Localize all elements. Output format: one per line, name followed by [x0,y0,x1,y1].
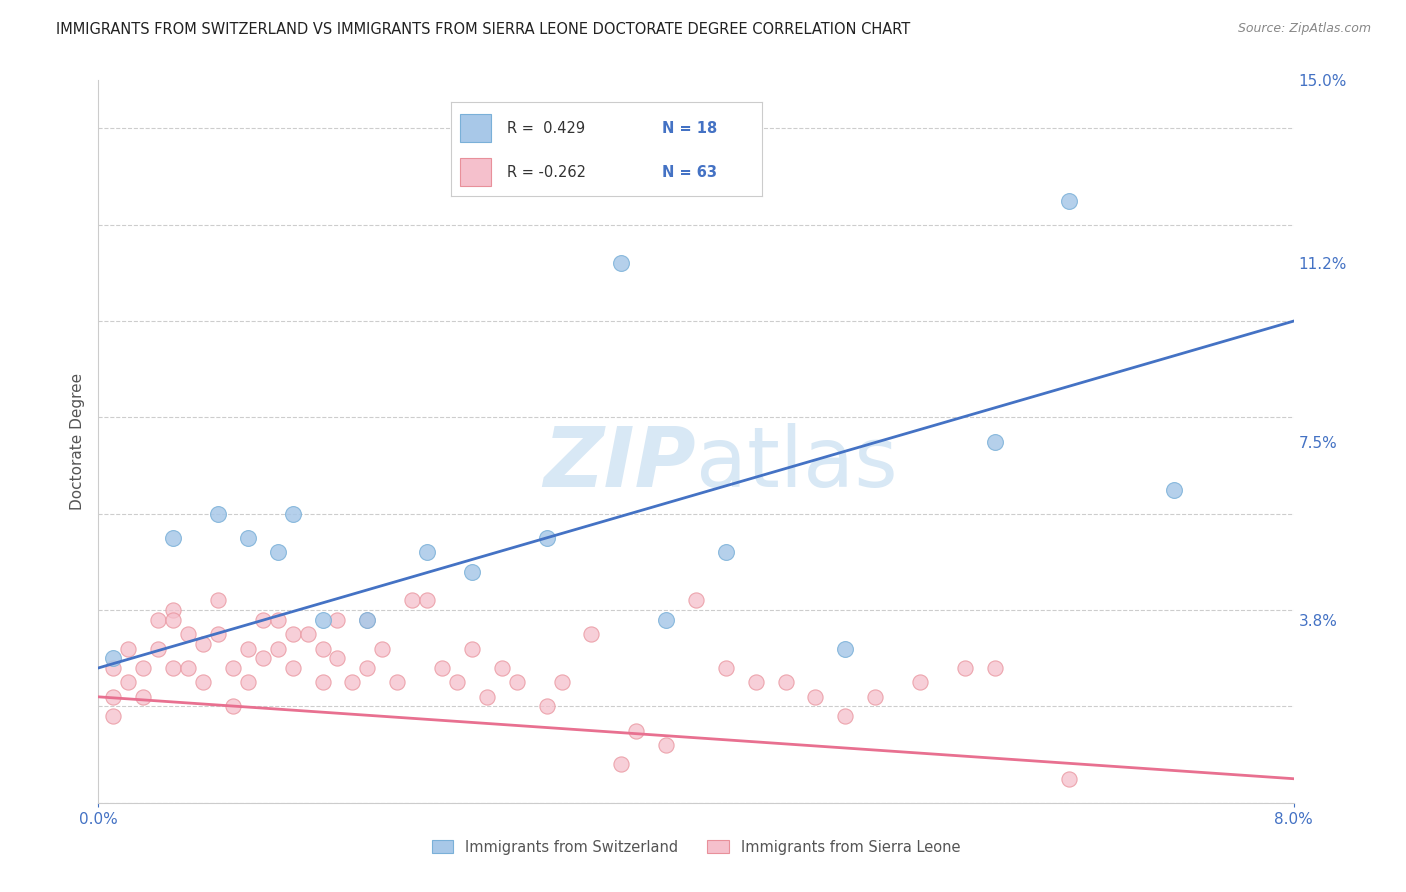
Point [236,641,259,656]
Point [865,690,887,704]
Point [714,545,737,559]
Point [804,690,827,704]
Point [252,613,274,627]
Y-axis label: Doctorate Degree: Doctorate Degree [69,373,84,510]
Point [416,545,439,559]
Point [132,661,155,675]
Point [117,641,139,656]
Text: atlas: atlas [696,423,897,504]
Point [984,661,1007,675]
Point [252,651,274,665]
Point [281,627,304,641]
Point [267,613,290,627]
Point [506,675,529,690]
Point [177,627,200,641]
Point [416,593,439,607]
Point [356,613,378,627]
Point [326,613,349,627]
Point [550,675,572,690]
Point [162,603,184,617]
Text: Source: ZipAtlas.com: Source: ZipAtlas.com [1237,22,1371,36]
Point [581,627,603,641]
Point [834,641,856,656]
Point [685,593,707,607]
Point [908,675,931,690]
Point [401,593,423,607]
Point [626,723,648,738]
Point [610,256,633,270]
Point [342,675,364,690]
Point [162,531,184,545]
Point [191,637,214,651]
Point [177,661,200,675]
Point [103,709,125,723]
Point [281,661,304,675]
Point [148,641,170,656]
Point [236,531,259,545]
Point [461,565,484,579]
Point [430,661,453,675]
Point [1059,194,1081,208]
Point [536,699,558,714]
Point [491,661,513,675]
Point [267,641,290,656]
Point [1059,772,1081,786]
Point [714,661,737,675]
Point [103,690,125,704]
Point [103,661,125,675]
Point [356,613,378,627]
Point [117,675,139,690]
Point [446,675,468,690]
Point [953,661,976,675]
Point [326,651,349,665]
Text: IMMIGRANTS FROM SWITZERLAND VS IMMIGRANTS FROM SIERRA LEONE DOCTORATE DEGREE COR: IMMIGRANTS FROM SWITZERLAND VS IMMIGRANT… [56,22,911,37]
Point [775,675,797,690]
Point [162,661,184,675]
Point [148,613,170,627]
Point [267,545,290,559]
Point [103,651,125,665]
Point [236,675,259,690]
Point [311,613,333,627]
Point [191,675,214,690]
Point [281,507,304,521]
Point [356,661,378,675]
Point [222,699,245,714]
Point [297,627,319,641]
Point [385,675,409,690]
Point [207,593,229,607]
Legend: Immigrants from Switzerland, Immigrants from Sierra Leone: Immigrants from Switzerland, Immigrants … [426,834,966,861]
Point [222,661,245,675]
Point [207,507,229,521]
Point [475,690,498,704]
Point [536,531,558,545]
Point [1163,483,1185,497]
Point [311,675,333,690]
Point [371,641,394,656]
Point [834,709,856,723]
Point [655,738,678,752]
Point [461,641,484,656]
Point [207,627,229,641]
Point [162,613,184,627]
Point [311,641,333,656]
Point [655,613,678,627]
Point [610,757,633,772]
Point [132,690,155,704]
Text: ZIP: ZIP [543,423,696,504]
Point [984,434,1007,449]
Point [745,675,768,690]
